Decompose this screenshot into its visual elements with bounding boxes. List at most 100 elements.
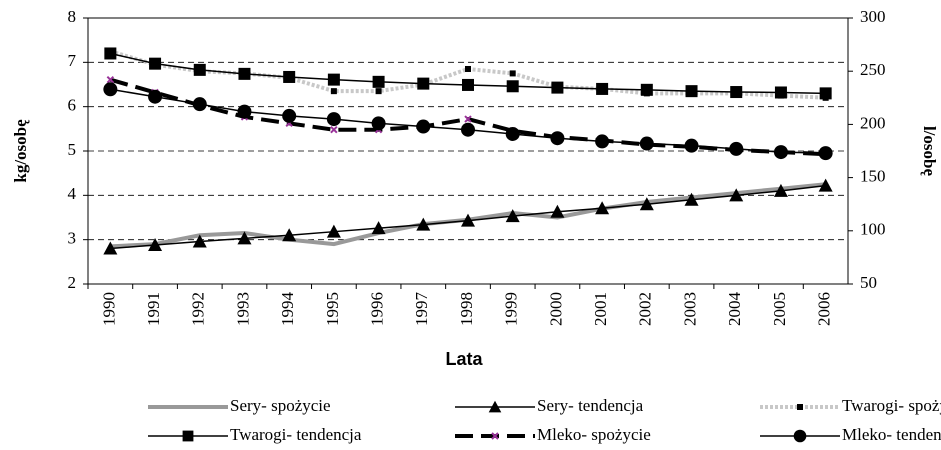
marker — [773, 183, 788, 197]
y2-tick-label: 100 — [860, 220, 886, 239]
marker — [505, 209, 520, 223]
marker — [330, 126, 338, 134]
marker — [819, 87, 832, 100]
legend-label: Twarogi- spożycie — [842, 396, 941, 415]
marker — [372, 75, 385, 88]
legend-marker — [793, 429, 807, 443]
series-line — [110, 88, 826, 154]
marker — [192, 97, 207, 112]
legend-label: Twarogi- tendencja — [230, 425, 362, 444]
x-tick-label: 2005 — [770, 292, 789, 326]
marker — [550, 131, 565, 146]
marker — [282, 228, 297, 242]
marker — [416, 217, 431, 231]
legend-marker — [797, 404, 803, 410]
marker — [327, 73, 340, 86]
marker — [550, 204, 565, 218]
marker — [148, 89, 163, 104]
x-tick-label: 1993 — [233, 292, 252, 326]
y2-axis-label: l/osobę — [920, 126, 939, 177]
marker — [282, 108, 297, 123]
marker — [371, 116, 386, 131]
x-tick-label: 2002 — [636, 292, 655, 326]
marker — [684, 138, 699, 153]
marker — [330, 88, 337, 95]
marker — [595, 134, 610, 149]
marker — [283, 70, 296, 83]
x-tick-label: 2003 — [680, 292, 699, 326]
marker — [461, 122, 475, 137]
marker — [465, 65, 471, 72]
marker — [595, 201, 610, 215]
marker — [684, 192, 699, 206]
legend-marker — [488, 400, 502, 413]
legend-marker — [182, 430, 194, 442]
x-tick-label: 1999 — [502, 292, 521, 326]
legend-label: Sery- spożycie — [230, 396, 331, 415]
marker — [103, 241, 118, 255]
y-tick-label: 2 — [68, 273, 77, 292]
marker — [506, 80, 519, 93]
marker — [774, 86, 787, 99]
x-tick-label: 1995 — [323, 292, 342, 326]
marker — [639, 136, 654, 151]
y2-tick-label: 300 — [860, 7, 886, 26]
x-tick-label: 2001 — [591, 292, 610, 326]
legend-marker — [491, 432, 499, 440]
y2-tick-label: 50 — [860, 273, 877, 292]
marker — [685, 85, 698, 98]
x-tick-label: 1990 — [99, 292, 118, 326]
y2-tick-label: 150 — [860, 167, 886, 186]
x-tick-label: 1998 — [457, 292, 476, 326]
x-tick-label: 1996 — [367, 292, 386, 326]
y-tick-label: 6 — [68, 96, 77, 115]
marker — [375, 88, 382, 95]
marker — [773, 145, 788, 160]
x-tick-label: 2006 — [815, 292, 834, 326]
marker — [596, 82, 609, 95]
marker — [417, 77, 430, 90]
marker — [639, 197, 654, 211]
marker — [106, 76, 115, 84]
marker — [326, 224, 341, 238]
marker — [818, 146, 833, 161]
marker — [464, 115, 472, 123]
y-axis-label: kg/osobę — [11, 119, 30, 183]
marker — [192, 234, 207, 248]
marker — [729, 188, 744, 202]
marker — [505, 126, 520, 141]
marker — [326, 112, 341, 127]
legend-label: Mleko- spożycie — [537, 425, 651, 444]
y-tick-label: 3 — [68, 229, 77, 248]
x-tick-label: 2004 — [725, 292, 744, 327]
plot-border — [87, 17, 849, 285]
y-tick-label: 7 — [68, 51, 77, 70]
marker — [149, 57, 162, 70]
marker — [730, 86, 743, 99]
x-tick-label: 1992 — [189, 292, 208, 326]
marker — [416, 119, 431, 134]
marker — [238, 67, 251, 80]
y2-tick-label: 200 — [860, 113, 886, 132]
legend-label: Mleko- tendencja — [842, 425, 941, 444]
x-tick-label: 1997 — [412, 292, 431, 327]
marker — [729, 141, 744, 156]
marker — [461, 213, 475, 227]
marker — [148, 237, 163, 251]
marker — [640, 83, 653, 96]
x-tick-label: 1994 — [278, 292, 297, 327]
marker — [103, 82, 118, 97]
marker — [818, 178, 833, 192]
marker — [237, 231, 252, 245]
y2-tick-label: 250 — [860, 60, 886, 79]
x-tick-label: 2000 — [546, 292, 565, 326]
marker — [551, 81, 564, 94]
y-tick-label: 4 — [68, 184, 77, 203]
marker — [371, 221, 386, 235]
y-tick-label: 5 — [68, 140, 77, 159]
y-tick-label: 8 — [68, 7, 77, 26]
x-axis-label: Lata — [445, 349, 483, 369]
marker — [237, 104, 252, 119]
marker — [193, 63, 206, 76]
